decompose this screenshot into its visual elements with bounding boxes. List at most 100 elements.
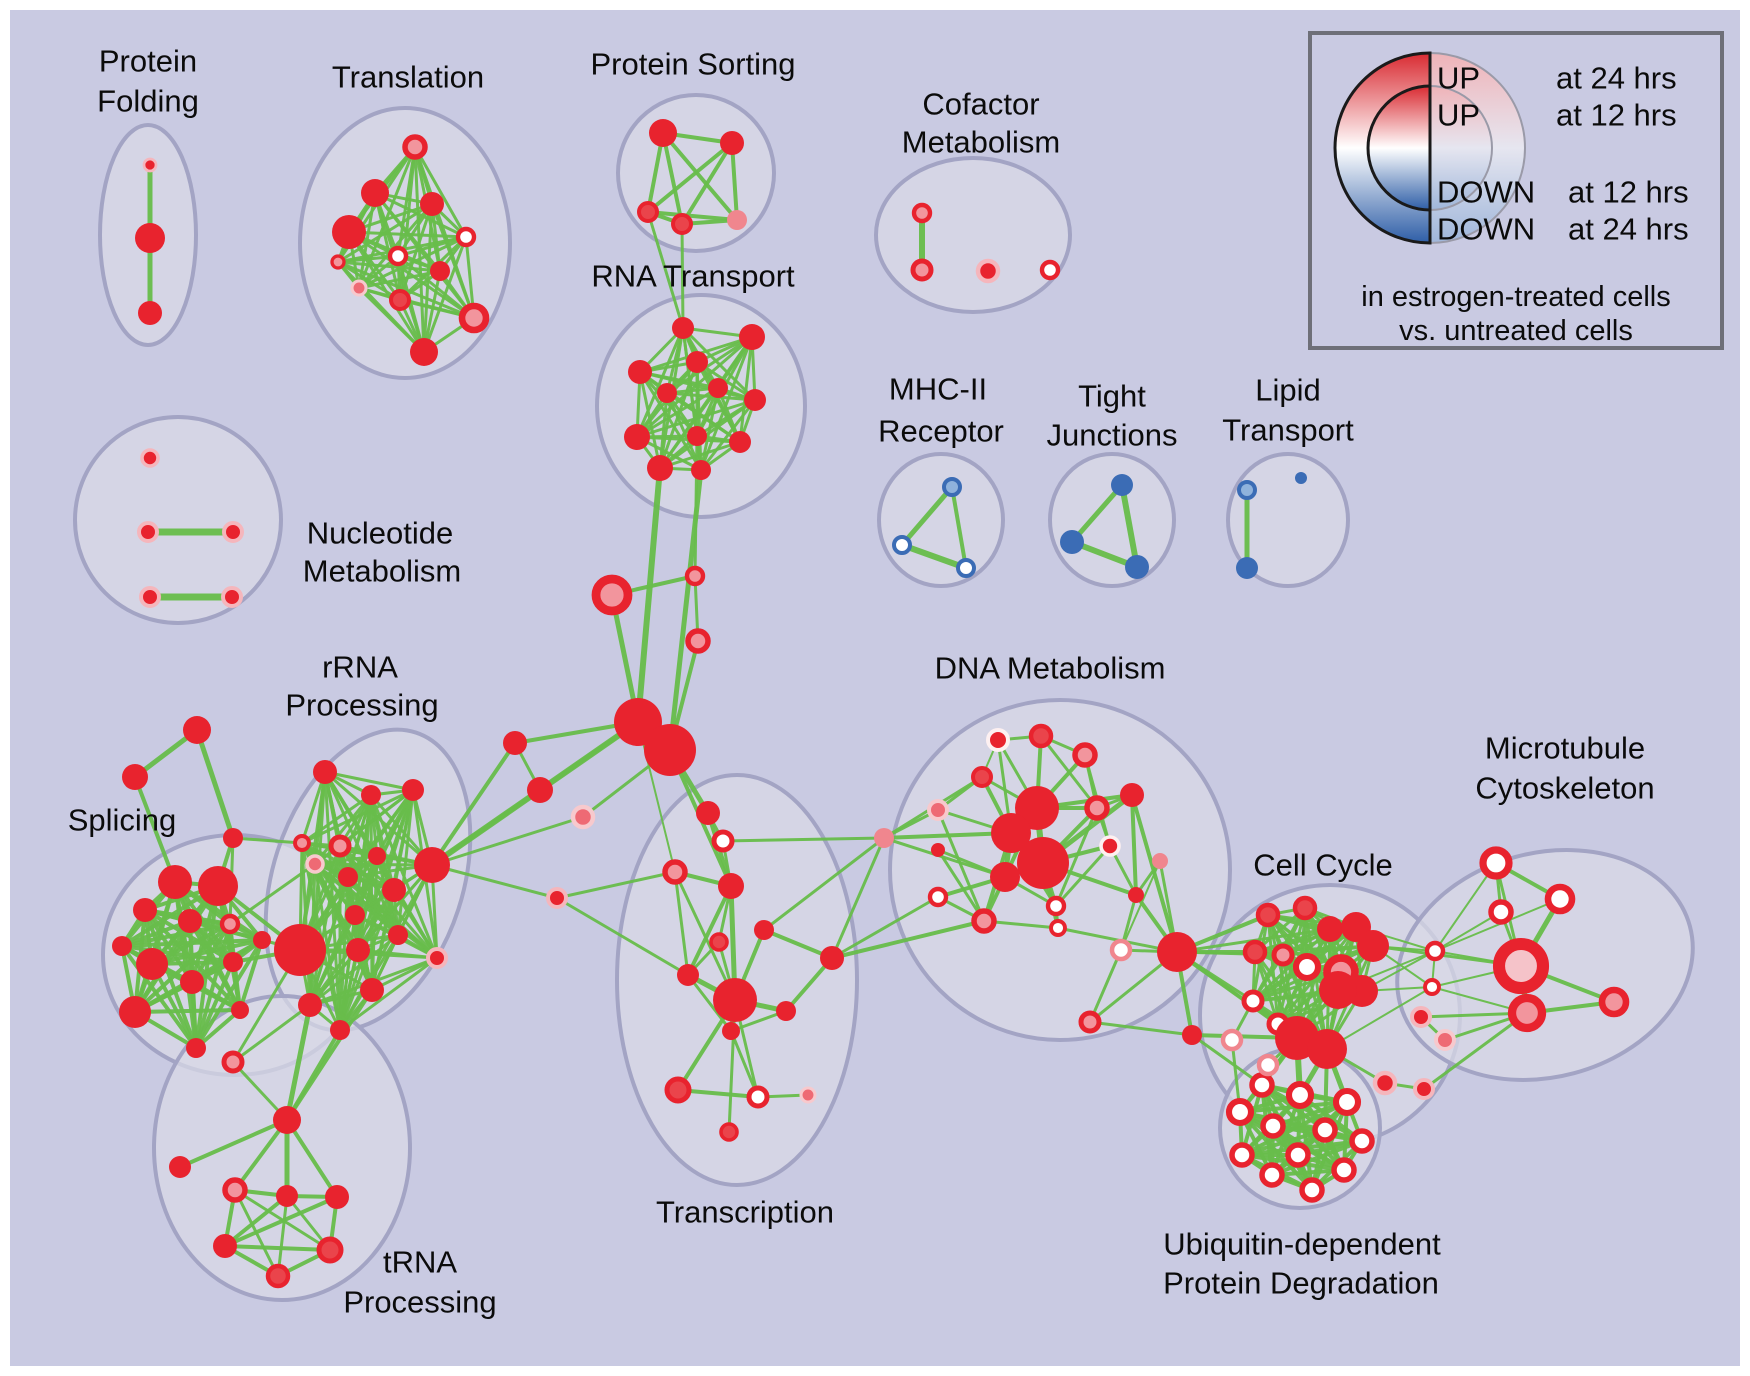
nucleotide-metabolism-region <box>73 415 283 625</box>
rrna-processing-node-14 <box>360 978 384 1002</box>
legend-time-0: at 24 hrs <box>1556 61 1677 96</box>
edge <box>699 335 754 472</box>
edge <box>950 485 968 570</box>
edge <box>762 928 834 960</box>
ubiquitin-degradation-label: Ubiquitin-dependent <box>1163 1227 1441 1262</box>
mhc2-receptor-node-1 <box>892 535 912 555</box>
dna-metabolism-node-4 <box>927 799 949 821</box>
edge <box>1088 1020 1194 1037</box>
edge <box>1434 862 1497 952</box>
translation-label: Translation <box>332 60 484 95</box>
transcription-node-5 <box>709 932 729 952</box>
ubiquitin-degradation-node-1 <box>1285 1080 1315 1110</box>
protein-folding-node-1 <box>135 223 165 253</box>
rna-transport-node-11 <box>691 460 711 480</box>
cofactor-metabolism-node-3 <box>1039 259 1061 281</box>
transcription-node-13 <box>719 1122 739 1142</box>
rna-transport-node-4 <box>657 383 677 403</box>
edge <box>936 808 986 923</box>
cofactor-metabolism-node-0 <box>911 202 933 224</box>
translation-node-5 <box>387 245 409 267</box>
edge <box>729 1029 760 1099</box>
splicing-node-2 <box>133 898 157 922</box>
edge <box>882 831 1013 840</box>
lipid-transport-node-0 <box>1237 480 1257 500</box>
rrna-processing-node-3 <box>328 834 352 858</box>
connectors-node-14 <box>1413 1078 1435 1100</box>
connectors-node-1 <box>122 764 148 790</box>
ubiquitin-degradation-label: Protein Degradation <box>1163 1266 1439 1301</box>
edge <box>178 1118 289 1169</box>
edge <box>338 956 439 1032</box>
edge <box>1054 806 1099 908</box>
edge <box>555 896 690 977</box>
edge <box>120 944 235 964</box>
connectors-node-5 <box>685 628 711 654</box>
edge <box>357 202 434 290</box>
legend-direction-0: UP <box>1437 61 1480 96</box>
legend-time-3: at 24 hrs <box>1568 212 1689 247</box>
edge <box>882 836 1007 879</box>
connectors-node-3 <box>591 574 633 616</box>
dna-metabolism-node-14 <box>927 886 949 908</box>
edge <box>1190 1033 1264 1087</box>
lipid-transport-label: Lipid <box>1255 373 1321 408</box>
cell-cycle-label: Cell Cycle <box>1253 848 1393 883</box>
nucleotide-metabolism-node-1 <box>137 521 159 543</box>
protein-sorting-node-1 <box>720 131 744 155</box>
transcription-node-3 <box>718 873 744 899</box>
rna-transport-node-9 <box>729 431 751 453</box>
edge <box>646 210 739 222</box>
rrna-processing-node-8 <box>382 878 406 902</box>
edge <box>635 398 757 439</box>
splicing-node-11 <box>231 1001 249 1019</box>
edge <box>430 788 542 867</box>
dna-metabolism-node-11 <box>1152 853 1168 869</box>
dna-metabolism-node-12 <box>931 843 945 857</box>
translation-node-3 <box>420 192 444 216</box>
microtubule-cytoskeleton-node-2 <box>1488 899 1514 925</box>
trna-processing-node-3 <box>276 1185 298 1207</box>
edge <box>347 230 476 320</box>
edge <box>695 360 757 402</box>
trna-processing-node-1 <box>169 1156 191 1178</box>
transcription-node-2 <box>662 859 688 885</box>
connectors-node-2 <box>223 828 243 848</box>
rna-transport-node-7 <box>624 424 650 450</box>
dna-metabolism-node-1 <box>1028 723 1054 749</box>
edge <box>308 933 400 1007</box>
microtubule-cytoskeleton-node-8 <box>1598 986 1630 1018</box>
trna-processing-label: tRNA <box>383 1245 457 1280</box>
edge <box>1240 1128 1327 1157</box>
transcription-node-11 <box>746 1085 770 1109</box>
rrna-processing-node-4 <box>305 854 325 874</box>
microtubule-cytoskeleton-node-5 <box>1423 978 1441 996</box>
edge <box>194 922 232 1050</box>
protein-sorting-node-2 <box>637 201 659 223</box>
cofactor-metabolism-node-2 <box>975 258 1001 284</box>
transcription-node-9 <box>722 1022 740 1040</box>
edge <box>738 335 754 444</box>
edge <box>830 919 986 960</box>
splicing-node-5 <box>112 936 132 956</box>
transcription-node-14 <box>820 946 844 970</box>
rrna-processing-label: Processing <box>285 688 438 723</box>
translation-node-9 <box>458 302 490 334</box>
cell-cycle-node-4 <box>1357 930 1389 962</box>
edge <box>555 870 677 900</box>
rrna-processing-node-17 <box>293 834 311 852</box>
edge <box>638 370 703 472</box>
trna-processing-label: Processing <box>343 1285 496 1320</box>
edge <box>357 269 442 290</box>
nucleotide-metabolism-node-0 <box>140 448 160 468</box>
edge <box>1422 1011 1529 1091</box>
connectors-node-10 <box>570 804 596 830</box>
cell-cycle-node-6 <box>1271 943 1295 967</box>
cell-cycle-node-7 <box>1292 952 1322 982</box>
edge <box>231 1003 312 1064</box>
rrna-processing-node-11 <box>346 938 370 962</box>
connectors-node-9 <box>527 777 553 803</box>
edge <box>323 770 415 792</box>
connectors-node-8 <box>503 731 527 755</box>
cofactor-metabolism-label: Metabolism <box>902 125 1061 160</box>
